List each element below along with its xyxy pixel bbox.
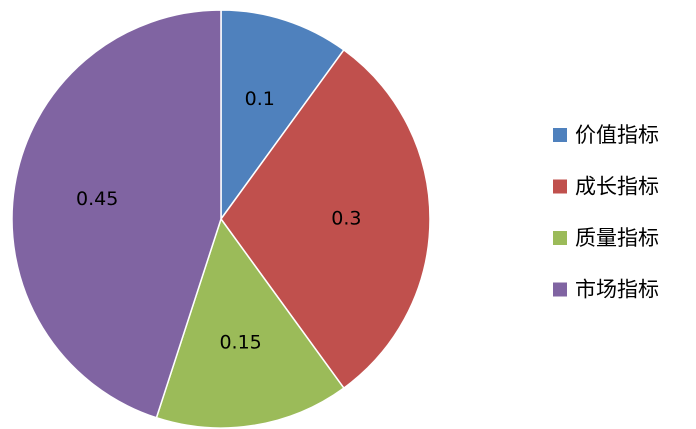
data-label: 0.15 <box>219 331 261 353</box>
data-label: 0.3 <box>331 208 361 230</box>
legend-swatch <box>553 179 567 194</box>
legend-swatch <box>553 231 567 245</box>
pie-slice <box>220 9 345 222</box>
legend-label: 成长指标 <box>575 175 659 199</box>
legend-swatch <box>553 128 567 142</box>
legend-label: 价值指标 <box>575 123 659 147</box>
legend-label: 市场指标 <box>575 278 659 302</box>
pie-slice <box>155 217 345 429</box>
pie-slice <box>220 48 431 390</box>
legend-swatch <box>553 282 567 297</box>
data-label: 0.45 <box>76 188 118 210</box>
data-label: 0.1 <box>245 88 275 110</box>
legend-label: 质量指标 <box>575 226 659 250</box>
pie-slice <box>11 9 222 419</box>
